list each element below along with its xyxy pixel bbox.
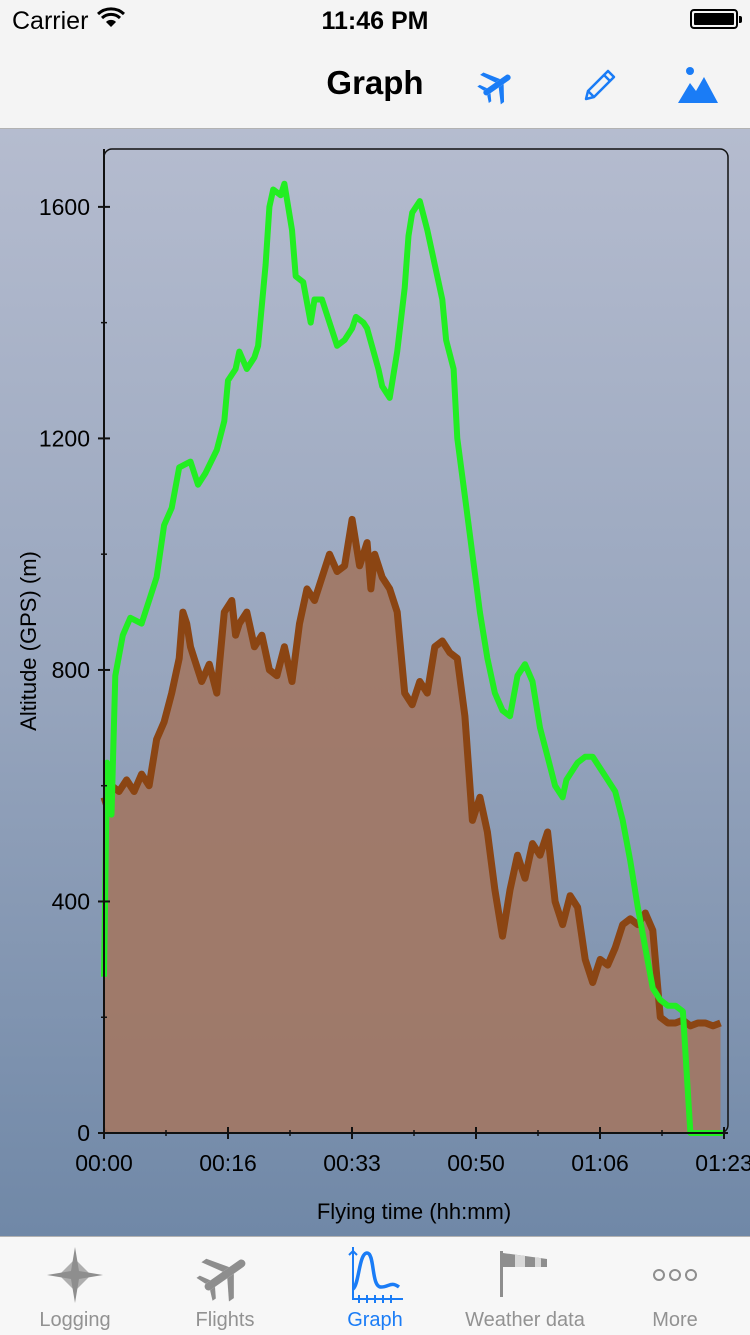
x-tick-label: 00:00 (75, 1150, 133, 1176)
x-tick-label: 01:06 (571, 1150, 629, 1176)
flight-button[interactable] (472, 60, 522, 110)
edit-button[interactable] (573, 60, 623, 110)
altitude-series-line (100, 515, 722, 1030)
graph-icon (348, 1247, 403, 1303)
windsock-icon (500, 1251, 547, 1297)
tab-label: Flights (195, 1309, 255, 1331)
nav-bar: Graph (0, 40, 750, 129)
tab-graph[interactable]: Graph (300, 1237, 450, 1335)
tab-flights[interactable]: Flights (150, 1237, 300, 1335)
terrain-button[interactable] (673, 60, 723, 110)
y-tick-label: 1200 (39, 425, 90, 451)
tab-label: Weather data (465, 1309, 585, 1331)
tab-bar: Logging Flights Graph (0, 1236, 750, 1335)
status-bar: Carrier 11:46 PM (0, 0, 750, 40)
airplane-icon (477, 72, 511, 105)
y-tick-label: 800 (52, 657, 90, 683)
tab-label: Graph (347, 1309, 403, 1331)
x-tick-label: 00:33 (323, 1150, 381, 1176)
tab-label: More (652, 1309, 698, 1331)
y-tick-label: 1600 (39, 194, 90, 220)
altitude-graph[interactable]: 0 400 800 1200 1600 00:00 00:16 00:33 00:50 01:06… (0, 129, 750, 1236)
landscape-icon (678, 67, 718, 103)
carrier-label: Carrier (12, 7, 89, 35)
y-axis-title: Altitude (GPS) (m) (16, 551, 41, 731)
more-icon (653, 1269, 697, 1281)
x-tick-label: 01:23 (695, 1150, 750, 1176)
wifi-icon (96, 7, 126, 34)
y-tick-label: 400 (52, 888, 90, 914)
altitude-area-fill (104, 519, 721, 1133)
x-axis-title: Flying time (hh:mm) (317, 1199, 511, 1224)
pencil-icon (584, 69, 616, 101)
tab-more[interactable]: More (600, 1237, 750, 1335)
page-title: Graph (326, 64, 424, 101)
tab-weather-data[interactable]: Weather data (450, 1237, 600, 1335)
compass-rose-icon (47, 1247, 103, 1303)
altitude-chart: 0 400 800 1200 1600 00:00 00:16 00:33 00:50 01:06… (16, 148, 750, 1224)
altitude-gps-line (101, 180, 725, 1136)
x-tick-label: 00:50 (447, 1150, 505, 1176)
clock: 11:46 PM (321, 7, 429, 35)
airplane-icon (196, 1258, 246, 1302)
battery-icon (690, 9, 742, 29)
tab-logging[interactable]: Logging (0, 1237, 150, 1335)
x-tick-label: 00:16 (199, 1150, 257, 1176)
tab-label: Logging (39, 1309, 111, 1331)
y-tick-label: 0 (77, 1120, 90, 1146)
